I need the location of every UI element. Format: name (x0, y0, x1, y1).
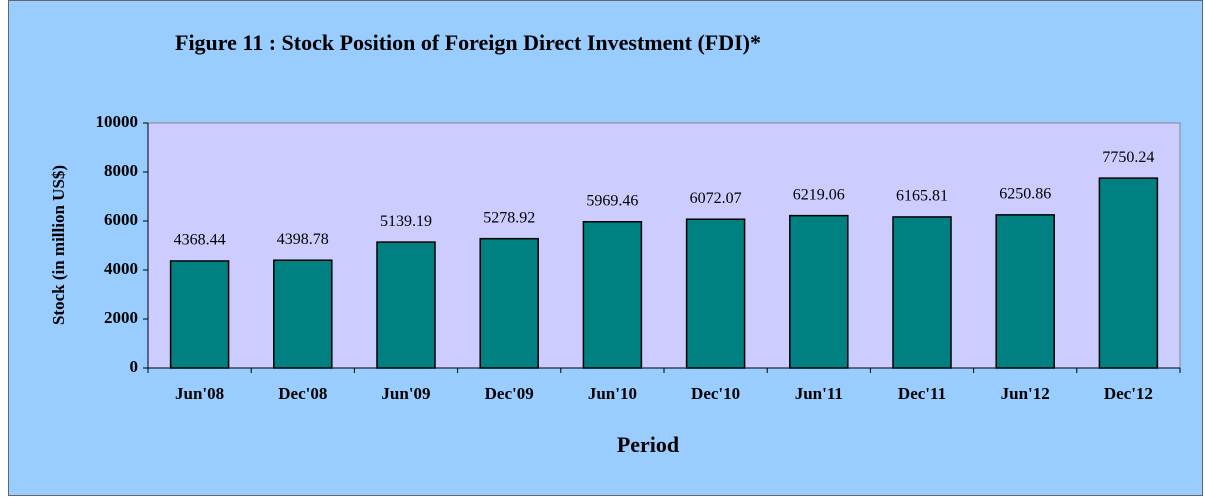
data-label: 6072.07 (690, 190, 742, 207)
bar (995, 214, 1055, 369)
x-tick-label: Jun'08 (175, 384, 224, 403)
bar (789, 214, 849, 369)
y-tick-label: 2000 (104, 308, 138, 327)
data-label: 5139.19 (380, 213, 432, 230)
x-tick-label: Dec'12 (1104, 384, 1153, 403)
y-tick-label: 10000 (96, 112, 139, 131)
y-tick-label: 0 (130, 357, 139, 376)
x-tick-label: Jun'12 (1001, 384, 1050, 403)
bar (479, 237, 539, 369)
x-tick-label: Jun'09 (381, 384, 430, 403)
data-label: 4398.78 (277, 231, 329, 248)
bar (582, 220, 643, 369)
x-tick-label: Jun'11 (795, 384, 843, 403)
data-label: 4368.44 (174, 232, 226, 249)
x-tick-label: Dec'09 (485, 384, 534, 403)
x-axis-label: Period (617, 432, 679, 457)
data-label: 6165.81 (896, 188, 948, 205)
bar (169, 260, 230, 369)
x-tick-label: Dec'08 (278, 384, 327, 403)
y-tick-label: 4000 (104, 259, 138, 278)
bar (273, 259, 333, 369)
y-tick-label: 8000 (104, 161, 138, 180)
data-label: 7750.24 (1102, 149, 1154, 166)
y-tick-label: 6000 (104, 210, 138, 229)
bar (376, 241, 436, 369)
x-tick-label: Dec'11 (898, 384, 946, 403)
data-label: 5969.46 (586, 192, 638, 209)
data-label: 5278.92 (483, 209, 535, 226)
x-tick-label: Dec'10 (691, 384, 740, 403)
bar (892, 216, 952, 369)
y-axis-label: Stock (in million US$) (49, 165, 68, 325)
x-tick-label: Jun'10 (588, 384, 637, 403)
data-label: 6219.06 (793, 186, 845, 203)
chart-title: Figure 11 : Stock Position of Foreign Di… (175, 30, 761, 55)
data-label: 6250.86 (999, 186, 1051, 203)
bar (1098, 177, 1159, 369)
bar (685, 218, 746, 369)
